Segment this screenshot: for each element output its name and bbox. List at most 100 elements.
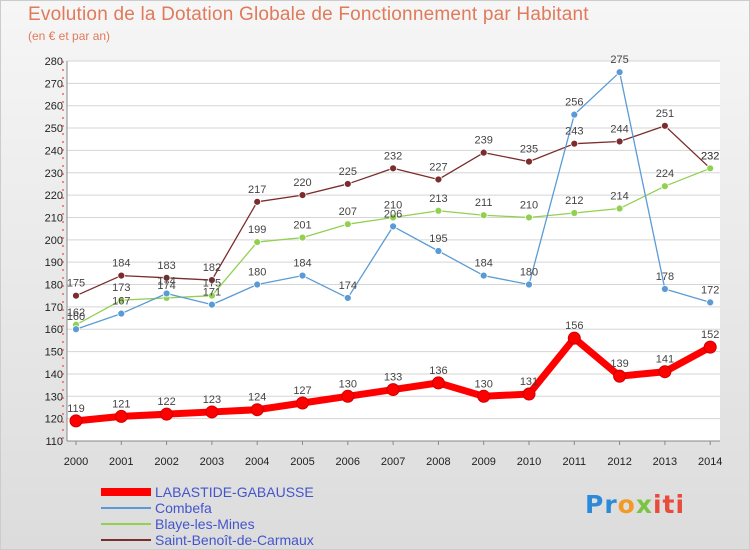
data-point xyxy=(69,414,83,428)
data-label: 199 xyxy=(248,224,266,236)
data-label: 239 xyxy=(475,135,493,147)
data-label: 232 xyxy=(701,150,719,162)
data-label: 175 xyxy=(203,278,221,290)
y-tick-label: 190 xyxy=(45,257,63,269)
data-point xyxy=(298,233,307,242)
data-label: 172 xyxy=(701,284,719,296)
data-point xyxy=(298,191,307,200)
data-point xyxy=(479,271,488,280)
data-point xyxy=(72,291,80,300)
data-point xyxy=(434,175,443,184)
data-point xyxy=(661,285,669,293)
x-tick-label: 2006 xyxy=(336,456,360,468)
data-point xyxy=(703,340,717,354)
data-label: 156 xyxy=(565,320,583,332)
data-label: 167 xyxy=(112,296,130,308)
data-label: 136 xyxy=(429,365,447,377)
data-label: 213 xyxy=(429,193,447,205)
chart-subtitle: (en € et par an) xyxy=(28,29,111,43)
data-point xyxy=(162,273,171,282)
data-label: 207 xyxy=(339,206,357,218)
proxiti-logo: Proxiti xyxy=(585,490,685,519)
data-label: 214 xyxy=(610,191,628,203)
data-point xyxy=(117,296,126,305)
logo-part: x xyxy=(635,490,653,519)
legend-item-combefa: Combefa xyxy=(101,500,421,516)
data-point xyxy=(431,376,445,390)
data-label: 243 xyxy=(565,126,583,138)
data-point xyxy=(162,289,171,298)
data-label: 160 xyxy=(67,311,85,323)
legend-label: LABASTIDE-GABAUSSE xyxy=(155,484,314,500)
data-point xyxy=(253,197,262,206)
legend-item-labastide: LABASTIDE-GABAUSSE xyxy=(101,484,421,500)
data-point xyxy=(343,220,352,229)
data-point xyxy=(525,157,533,166)
data-label: 184 xyxy=(293,258,311,270)
data-label: 224 xyxy=(656,168,674,180)
data-point xyxy=(570,110,579,119)
data-label: 180 xyxy=(248,267,266,279)
data-label: 162 xyxy=(67,307,85,319)
data-label: 206 xyxy=(384,208,402,220)
data-point xyxy=(389,213,398,222)
legend-item-blaye: Blaye-les-Mines xyxy=(101,516,421,532)
data-point xyxy=(117,271,126,280)
legend-swatch xyxy=(101,507,151,509)
y-tick-label: 250 xyxy=(45,123,63,135)
data-label: 235 xyxy=(520,144,538,156)
data-label: 210 xyxy=(384,199,402,211)
data-label: 251 xyxy=(656,108,674,120)
data-point xyxy=(389,164,398,173)
data-point xyxy=(522,387,536,401)
data-point xyxy=(658,365,672,379)
data-label: 184 xyxy=(475,258,493,270)
y-tick-label: 230 xyxy=(45,168,63,180)
logo-part: iti xyxy=(652,490,686,519)
data-point xyxy=(296,396,309,410)
x-tick-label: 2014 xyxy=(698,456,722,468)
data-point xyxy=(207,291,216,300)
y-tick-label: 170 xyxy=(45,302,63,314)
data-label: 175 xyxy=(67,278,85,290)
data-point xyxy=(72,325,80,334)
data-point xyxy=(298,271,307,280)
y-tick-label: 210 xyxy=(45,212,63,224)
data-point xyxy=(570,139,579,148)
x-tick-label: 2012 xyxy=(607,456,631,468)
x-tick-label: 2003 xyxy=(200,456,224,468)
data-point xyxy=(207,300,216,309)
x-tick-label: 2013 xyxy=(653,456,677,468)
data-point xyxy=(479,211,488,220)
data-point xyxy=(479,148,488,157)
data-label: 171 xyxy=(203,287,221,299)
data-label: 119 xyxy=(67,403,85,415)
data-label: 122 xyxy=(157,396,175,408)
x-tick-label: 2009 xyxy=(471,456,495,468)
data-point xyxy=(706,298,715,307)
data-point xyxy=(615,137,624,146)
data-label: 173 xyxy=(112,282,130,294)
data-label: 178 xyxy=(656,271,674,283)
data-label: 133 xyxy=(384,372,402,384)
y-tick-label: 240 xyxy=(45,145,63,157)
logo-part: Pr xyxy=(585,490,618,519)
data-point xyxy=(389,222,398,231)
data-label: 174 xyxy=(339,280,357,292)
y-tick-label: 200 xyxy=(45,235,63,247)
data-point xyxy=(250,403,264,417)
x-tick-label: 2000 xyxy=(64,456,88,468)
data-point xyxy=(525,213,533,222)
data-point xyxy=(253,280,262,289)
data-point xyxy=(615,204,624,213)
data-label: 139 xyxy=(610,358,628,370)
plot-area xyxy=(67,61,720,441)
data-label: 210 xyxy=(520,199,538,211)
data-point xyxy=(525,280,533,289)
legend-label: Saint-Benoît-de-Carmaux xyxy=(155,532,314,548)
data-point xyxy=(661,121,669,130)
legend-item-saint-benoit: Saint-Benoît-de-Carmaux xyxy=(101,532,421,548)
y-tick-label: 270 xyxy=(45,78,63,90)
x-tick-label: 2008 xyxy=(426,456,450,468)
